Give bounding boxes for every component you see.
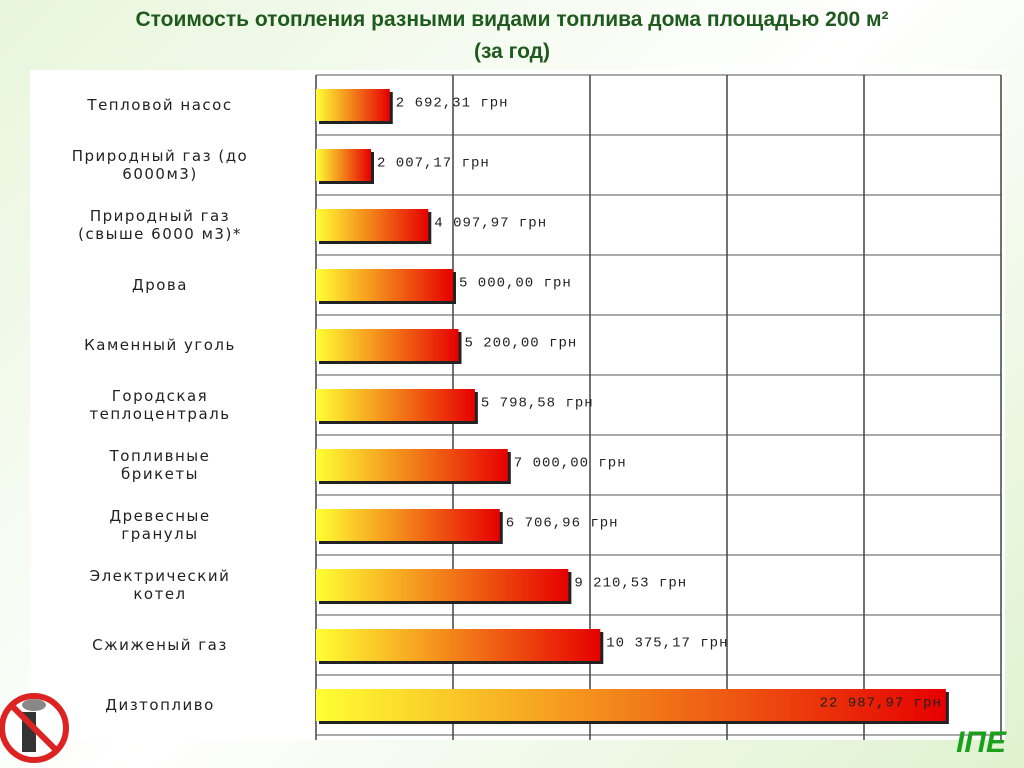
- y-tick-label: Древесные гранулы: [109, 507, 211, 543]
- y-tick-label: Каменный уголь: [84, 336, 236, 354]
- value-label: 5 000,00 грн: [459, 276, 572, 292]
- y-tick-label: Дрова: [132, 276, 188, 294]
- chart-title: Стоимость отопления разными видами топли…: [135, 8, 889, 31]
- bar: [316, 89, 390, 121]
- value-label: 10 375,17 грн: [606, 636, 728, 652]
- value-label: 4 097,97 грн: [434, 216, 547, 232]
- value-label: 9 210,53 грн: [574, 576, 687, 592]
- bar: [316, 449, 508, 481]
- bar: [316, 329, 459, 361]
- value-label: 6 706,96 грн: [506, 516, 619, 532]
- y-tick-label: Сжиженый газ: [92, 636, 228, 654]
- y-tick-label: Электрический котел: [89, 567, 231, 603]
- bar: [316, 629, 601, 661]
- no-smoking-icon: [0, 693, 69, 763]
- y-tick-label: Природный газ (свыше 6000 м3)*: [78, 207, 242, 243]
- bar: [316, 149, 371, 181]
- chart-subtitle: (за год): [473, 40, 550, 63]
- logo: IПЕ: [956, 726, 1006, 759]
- value-label: 7 000,00 грн: [514, 456, 627, 472]
- y-tick-label: Тепловой насос: [87, 96, 233, 114]
- value-label: 5 798,58 грн: [481, 396, 594, 412]
- bar: [316, 569, 569, 601]
- bar: [316, 509, 500, 541]
- bar: [316, 269, 453, 301]
- value-label: 2 692,31 грн: [396, 96, 509, 112]
- value-label: 2 007,17 грн: [377, 156, 490, 172]
- y-tick-label: Природный газ (до 6000м3): [71, 147, 249, 183]
- y-tick-label: Городская теплоцентраль: [89, 387, 231, 423]
- bar: [316, 209, 429, 241]
- bar: [316, 689, 946, 721]
- value-label: 5 200,00 грн: [464, 336, 577, 352]
- value-label: 22 987,97 грн: [820, 696, 942, 712]
- y-tick-label: Дизтопливо: [105, 696, 215, 714]
- bar: [316, 389, 475, 421]
- plot-background: [30, 70, 1005, 740]
- y-tick-label: Топливные брикеты: [109, 447, 211, 483]
